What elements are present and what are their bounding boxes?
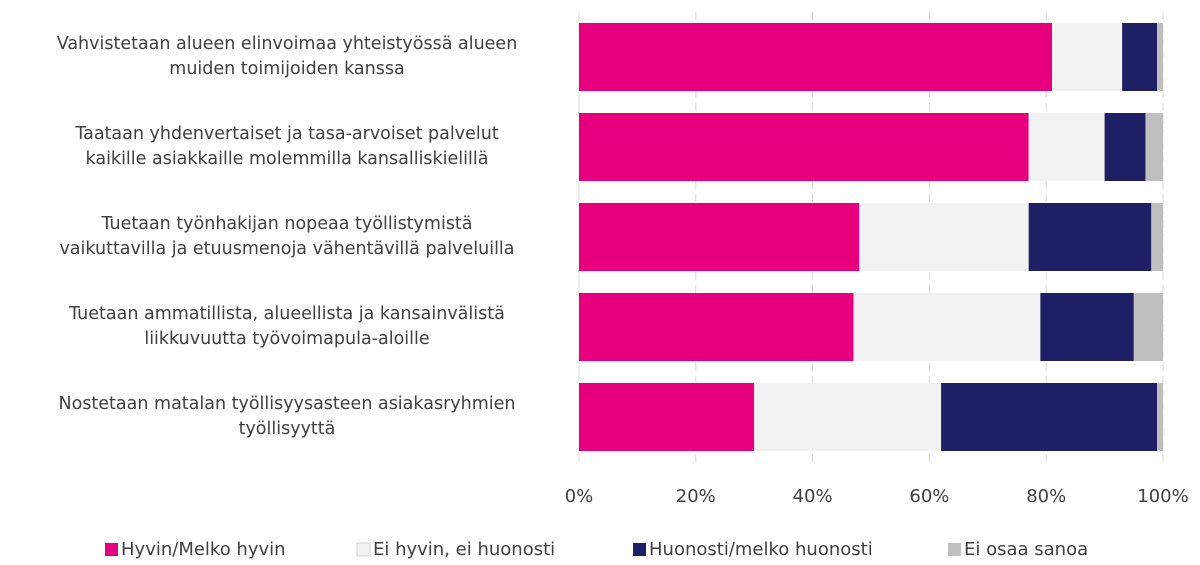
category-label: Tuetaan ammatillista, alueellista ja kan…: [69, 304, 505, 349]
bar-segment: [1151, 203, 1163, 271]
bar-segment: [1157, 23, 1163, 91]
x-tick-label: 40%: [793, 486, 833, 507]
category-label: Nostetaan matalan työllisyysasteen asiak…: [58, 394, 516, 439]
bar-segment: [579, 203, 860, 271]
legend-label: Ei hyvin, ei huonosti: [373, 539, 555, 560]
bar-segment: [1145, 113, 1163, 181]
bar-segment: [1122, 23, 1158, 91]
bar-segment: [579, 23, 1053, 91]
bar-segment: [1104, 113, 1146, 181]
bar-segment: [941, 383, 1158, 451]
legend-label: Huonosti/melko huonosti: [649, 539, 873, 560]
legend-swatch: [633, 543, 646, 556]
bar-segment: [859, 203, 1029, 271]
x-tick-label: 100%: [1137, 486, 1188, 507]
legend-label: Ei osaa sanoa: [964, 539, 1088, 560]
legend-swatch: [105, 543, 118, 556]
bar-segment: [853, 293, 1041, 361]
x-tick-label: 0%: [565, 486, 594, 507]
bar-segment: [754, 383, 942, 451]
category-label: Vahvistetaan alueen elinvoimaa yhteistyö…: [56, 34, 518, 79]
bar-segment: [1028, 113, 1105, 181]
bar-segment: [1028, 203, 1152, 271]
bar-segment: [579, 113, 1029, 181]
bar-segment: [1133, 293, 1163, 361]
x-tick-label: 80%: [1026, 486, 1066, 507]
x-tick-label: 20%: [676, 486, 716, 507]
category-label: Tuetaan työnhakijan nopeaa työllistymist…: [59, 214, 515, 259]
bar-segment: [579, 293, 854, 361]
bar-segment: [579, 383, 755, 451]
category-label: Taataan yhdenvertaiset ja tasa-arvoiset …: [75, 124, 499, 169]
bar-segment: [1040, 293, 1134, 361]
legend-swatch: [948, 543, 961, 556]
x-tick-label: 60%: [909, 486, 949, 507]
bar-segment: [1157, 383, 1163, 451]
legend-label: Hyvin/Melko hyvin: [121, 539, 286, 560]
legend-swatch: [356, 542, 371, 557]
bar-segment: [1052, 23, 1123, 91]
